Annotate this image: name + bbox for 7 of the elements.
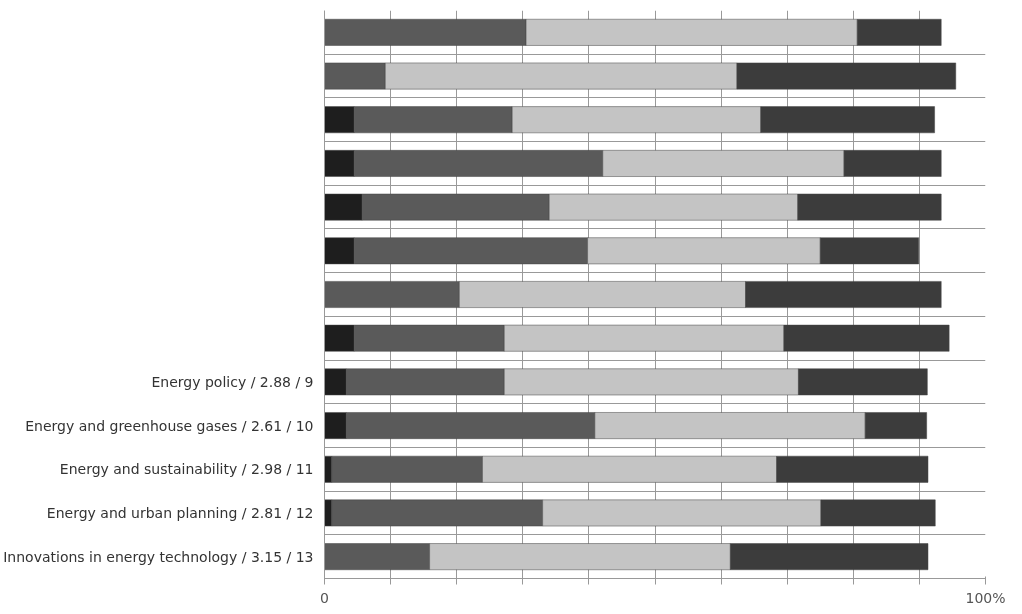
x-tick-label: 100%: [965, 589, 1006, 606]
y-tick-label: Energy policy / 2.88 / 9: [151, 373, 314, 390]
y-tick-label: Energy and urban planning / 2.81 / 12: [46, 504, 314, 521]
y-tick-label: Energy and greenhouse gases / 2.61 / 10: [25, 417, 314, 434]
y-tick-label: Energy and sustainability / 2.98 / 11: [59, 461, 314, 478]
x-tick-label: 0: [320, 589, 329, 606]
y-tick-label: Innovations in energy technology / 3.15 / 13: [3, 548, 314, 565]
